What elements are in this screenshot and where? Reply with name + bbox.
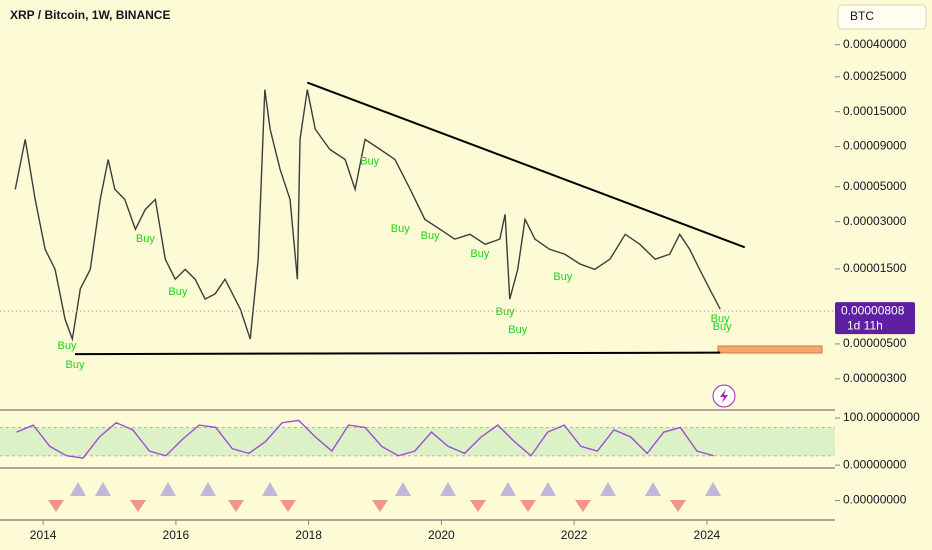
buy-signal: Buy <box>711 313 730 325</box>
y-tick-label: 0.00005000 <box>843 179 907 193</box>
last-price-box <box>835 302 915 335</box>
y-tick-label: 0.00040000 <box>843 37 907 51</box>
buy-signal: Buy <box>168 286 187 298</box>
price-line <box>14 89 721 342</box>
x-tick-label: 2014 <box>30 528 57 542</box>
signal-triangles <box>70 482 721 496</box>
x-tick-label: 2024 <box>694 528 721 542</box>
buy-signal: Buy <box>136 233 155 245</box>
y-tick-label: 0.00000000 <box>843 493 907 507</box>
buy-signal: Buy <box>470 248 489 260</box>
x-tick-label: 2018 <box>295 528 322 542</box>
x-tick-label: 2020 <box>428 528 455 542</box>
price-line <box>16 419 714 459</box>
buy-signal: Buy <box>391 223 410 235</box>
band-fill <box>0 427 835 456</box>
buy-signal: Buy <box>713 321 732 333</box>
y-tick-label: 0.00009000 <box>843 139 907 153</box>
y-tick-label: 0.00001500 <box>843 261 907 275</box>
trendline <box>75 351 721 356</box>
buy-signal: Buy <box>508 324 527 336</box>
buy-signal: Buy <box>360 155 379 167</box>
y-tick-label: 0.00025000 <box>843 69 907 83</box>
buy-signal: Buy <box>66 359 85 371</box>
chart-title: XRP / Bitcoin, 1W, BINANCE <box>10 8 170 22</box>
buy-signal: Buy <box>496 306 515 318</box>
y-tick-label: 0.00003000 <box>843 214 907 228</box>
last-price-label: 0.00000808 <box>841 303 905 317</box>
y-tick-label: 100.00000000 <box>843 410 920 424</box>
y-tick-label: 0.00015000 <box>843 104 907 118</box>
signal-triangles-down <box>48 500 686 512</box>
buy-signal: Buy <box>421 230 440 242</box>
countdown: 1d 11h <box>847 318 883 332</box>
buy-signal: Buy <box>58 340 77 352</box>
y-tick-label: 0.00000500 <box>843 336 907 350</box>
currency: BTC <box>850 9 874 23</box>
zone <box>717 345 823 354</box>
alert-icon-bolt <box>720 389 728 403</box>
trendline <box>306 81 746 249</box>
buy-signal: Buy <box>553 271 572 283</box>
x-tick-label: 2016 <box>163 528 190 542</box>
y-tick-label: 0.00000300 <box>843 371 907 385</box>
y-tick-label: 0.00000000 <box>843 457 907 471</box>
currency-box[interactable] <box>837 4 927 30</box>
x-tick-label: 2022 <box>561 528 588 542</box>
